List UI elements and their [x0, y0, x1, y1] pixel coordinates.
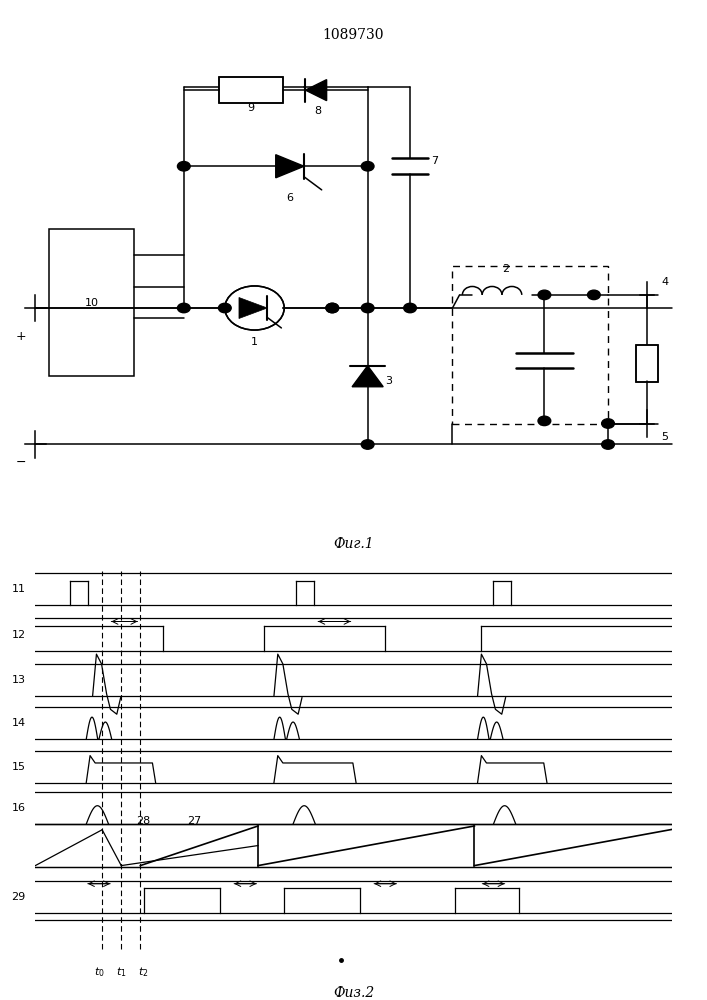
Bar	[219, 77, 283, 103]
Polygon shape	[276, 155, 304, 178]
Circle shape	[538, 290, 551, 300]
Circle shape	[218, 303, 231, 313]
Circle shape	[602, 419, 614, 428]
Text: 6: 6	[286, 193, 293, 203]
Text: 11: 11	[12, 584, 26, 594]
Polygon shape	[305, 80, 327, 101]
Circle shape	[361, 440, 374, 449]
Text: $t_0$: $t_0$	[93, 966, 105, 979]
Circle shape	[177, 162, 190, 171]
Text: 12: 12	[12, 630, 26, 640]
Bar	[219, 77, 283, 103]
Circle shape	[404, 303, 416, 313]
Text: 1089730: 1089730	[323, 28, 384, 42]
Bar	[452, 266, 608, 424]
Polygon shape	[352, 366, 383, 387]
Bar	[636, 345, 658, 381]
Circle shape	[361, 162, 374, 171]
Text: 10: 10	[85, 298, 99, 308]
Circle shape	[602, 440, 614, 449]
Text: 28: 28	[136, 816, 151, 826]
Text: 15: 15	[12, 762, 26, 772]
Text: −: −	[16, 456, 26, 469]
Text: Физ.2: Физ.2	[333, 986, 374, 1000]
Text: 3: 3	[385, 376, 392, 386]
Text: $t_1$: $t_1$	[116, 966, 127, 979]
Bar	[636, 345, 658, 381]
Circle shape	[177, 303, 190, 313]
Circle shape	[538, 416, 551, 426]
Circle shape	[326, 303, 339, 313]
Text: 9: 9	[247, 103, 255, 113]
Circle shape	[361, 303, 374, 313]
Text: +: +	[16, 330, 27, 343]
Text: 16: 16	[12, 803, 26, 813]
Text: 7: 7	[431, 156, 438, 166]
Text: 4: 4	[661, 277, 668, 287]
Circle shape	[326, 303, 339, 313]
Text: 2: 2	[502, 264, 509, 274]
Circle shape	[588, 290, 600, 300]
Text: 27: 27	[187, 816, 201, 826]
Text: $t_2$: $t_2$	[139, 966, 148, 979]
Text: 1: 1	[251, 337, 258, 347]
Bar	[49, 229, 134, 376]
Text: 29: 29	[11, 892, 26, 902]
Polygon shape	[239, 298, 267, 318]
Circle shape	[228, 288, 281, 328]
Text: Фиг.1: Фиг.1	[333, 537, 374, 551]
Text: 8: 8	[315, 106, 322, 116]
Text: 5: 5	[661, 432, 668, 442]
Text: 14: 14	[12, 718, 26, 728]
Text: 13: 13	[12, 675, 26, 685]
